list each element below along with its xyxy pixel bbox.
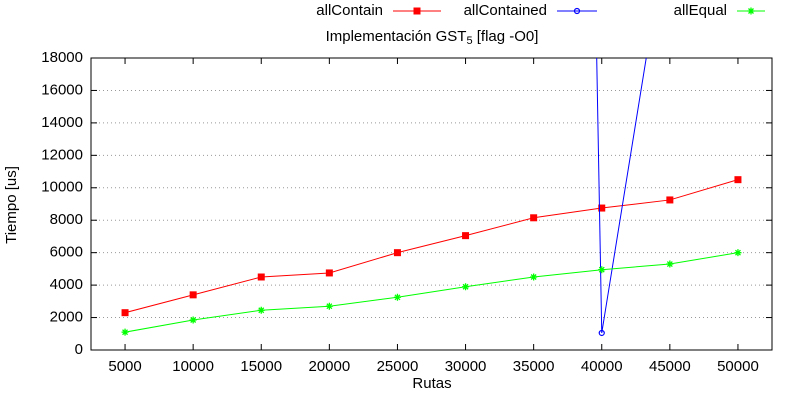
marker (734, 176, 742, 184)
x-tick-label: 25000 (377, 358, 419, 375)
marker (257, 306, 265, 314)
marker (666, 196, 674, 204)
x-tick-label: 5000 (108, 358, 141, 375)
title-main: Implementación GST (326, 28, 467, 45)
y-tick-label: 10000 (41, 179, 83, 196)
x-axis-label: Rutas (412, 375, 451, 392)
marker (325, 302, 333, 310)
y-tick-label: 14000 (41, 114, 83, 131)
plot-frame (90, 57, 773, 351)
marker (121, 328, 129, 336)
marker (530, 214, 538, 222)
marker (462, 283, 470, 291)
y-tick-label: 16000 (41, 81, 83, 98)
marker (598, 329, 605, 337)
x-tick-label: 40000 (581, 358, 623, 375)
marker (393, 293, 401, 301)
legend-marker (413, 7, 421, 15)
x-tick-label: 10000 (172, 358, 214, 375)
y-tick-label: 0 (75, 341, 83, 358)
series-line (124, 179, 739, 314)
y-tick-label: 12000 (41, 146, 83, 163)
legend-label: allContained (464, 2, 547, 19)
marker (530, 273, 538, 281)
legend-label: allEqual (674, 2, 727, 19)
x-tick-label: 30000 (445, 358, 487, 375)
x-tick-label: 20000 (308, 358, 350, 375)
marker (393, 249, 401, 257)
series-line (124, 252, 739, 333)
legend-label: allContain (316, 2, 383, 19)
marker (121, 309, 129, 317)
marker (462, 232, 470, 240)
marker (598, 266, 606, 274)
y-axis-label: Tiempo [us] (3, 166, 20, 244)
x-tick-label: 45000 (649, 358, 691, 375)
series-line (596, 58, 647, 334)
marker (598, 204, 606, 212)
x-tick-label: 15000 (240, 358, 282, 375)
x-tick-label: 50000 (717, 358, 759, 375)
marker (666, 260, 674, 268)
plot-area (121, 58, 742, 337)
legend-marker (573, 7, 581, 15)
y-tick-label: 8000 (50, 211, 83, 228)
chart-title: Implementación GST5 [flag -O0] (326, 28, 539, 47)
marker (189, 291, 197, 299)
y-tick-label: 18000 (41, 49, 83, 66)
title-subscript: 5 (466, 35, 472, 47)
title-rest: [flag -O0] (473, 28, 539, 45)
marker (189, 316, 197, 324)
marker (325, 269, 333, 277)
y-tick-label: 4000 (50, 276, 83, 293)
marker (734, 249, 742, 257)
y-tick-label: 2000 (50, 309, 83, 326)
x-tick-label: 35000 (513, 358, 555, 375)
y-tick-label: 6000 (50, 244, 83, 261)
marker (257, 273, 265, 281)
legend-marker (747, 7, 755, 15)
